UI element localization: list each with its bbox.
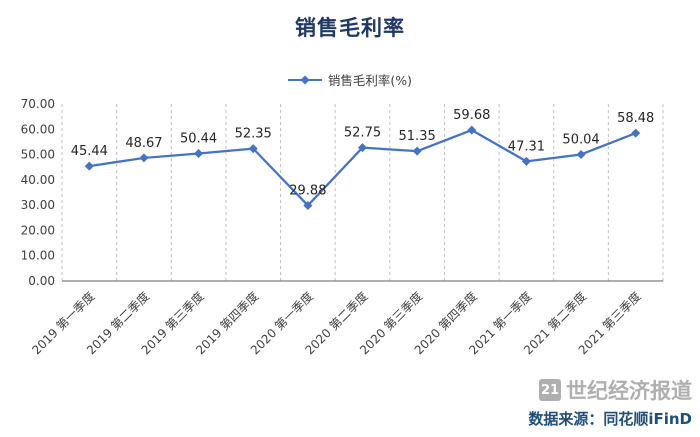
chart-title: 销售毛利率 bbox=[295, 16, 405, 40]
data-point-marker bbox=[194, 148, 204, 158]
y-tick-label: 0.00 bbox=[28, 274, 55, 288]
herald-logo-icon: 21 bbox=[539, 379, 561, 401]
legend: 销售毛利率(%) bbox=[0, 70, 700, 89]
data-label: 59.68 bbox=[453, 108, 490, 123]
data-label: 52.75 bbox=[344, 126, 381, 141]
y-tick-label: 10.00 bbox=[21, 249, 55, 263]
data-label: 50.44 bbox=[180, 131, 217, 146]
data-point-marker bbox=[248, 144, 258, 154]
legend-label: 销售毛利率(%) bbox=[327, 73, 413, 88]
watermark: 21 世纪经济报道 bbox=[539, 375, 692, 405]
legend-marker-icon bbox=[287, 75, 322, 84]
data-label: 52.35 bbox=[235, 127, 272, 142]
data-label: 50.04 bbox=[562, 132, 599, 147]
data-label: 51.35 bbox=[399, 129, 436, 144]
data-label: 48.67 bbox=[125, 136, 162, 151]
data-point-marker bbox=[631, 128, 641, 138]
data-point-marker bbox=[84, 161, 94, 171]
data-label: 45.44 bbox=[71, 144, 108, 159]
y-tick-label: 20.00 bbox=[21, 223, 55, 237]
y-tick-label: 70.00 bbox=[21, 97, 55, 111]
data-point-marker bbox=[139, 153, 149, 163]
data-point-marker bbox=[303, 200, 313, 210]
watermark-text: 世纪经济报道 bbox=[566, 379, 692, 403]
data-label: 47.31 bbox=[508, 139, 545, 154]
y-tick-label: 60.00 bbox=[21, 122, 55, 136]
y-tick-label: 50.00 bbox=[21, 148, 55, 162]
data-source: 数据来源：同花顺iFinD bbox=[528, 410, 692, 428]
data-point-marker bbox=[467, 125, 477, 135]
data-label: 58.48 bbox=[617, 111, 654, 126]
data-point-marker bbox=[412, 146, 422, 156]
data-label: 29.88 bbox=[289, 183, 326, 198]
y-tick-label: 40.00 bbox=[21, 173, 55, 187]
data-point-marker bbox=[358, 143, 367, 153]
data-point-marker bbox=[576, 149, 586, 159]
data-point-marker bbox=[521, 156, 531, 166]
y-tick-label: 30.00 bbox=[21, 198, 55, 212]
